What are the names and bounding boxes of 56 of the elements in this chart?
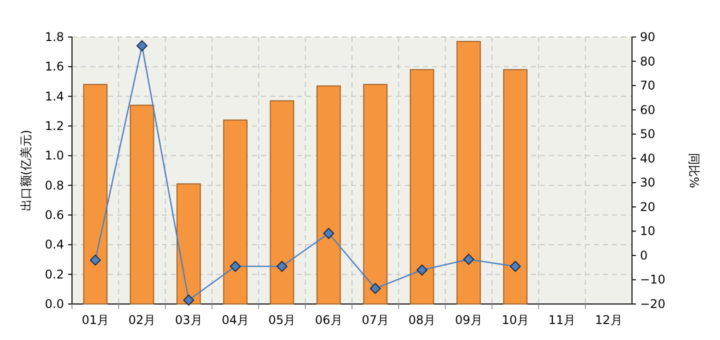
x-tick-label: 10月 [502, 313, 529, 327]
point [370, 282, 381, 294]
y2-axis-title: 同比% [687, 152, 701, 188]
y-axis-title: 出口额(亿美元) [19, 130, 33, 212]
x-tick-label: 08月 [408, 313, 436, 327]
bar [130, 104, 154, 304]
y2-tick-label: 80 [640, 54, 656, 68]
y2-tick-label: 60 [640, 102, 656, 117]
point [90, 254, 101, 266]
y2-tick-label: −20 [640, 297, 666, 311]
y-tick-label: 0.2 [44, 267, 64, 282]
y-tick-label: 1.6 [44, 60, 64, 74]
bar [270, 100, 294, 304]
bar [83, 84, 108, 304]
y2-tick-label: 70 [640, 78, 656, 93]
x-tick-label: 07月 [362, 313, 389, 327]
y-tick-label: 0.6 [44, 208, 64, 222]
point [510, 260, 521, 272]
point [323, 228, 334, 239]
point [416, 264, 428, 276]
y2-tick-label: 50 [640, 127, 656, 142]
x-tick-label: 05月 [268, 313, 296, 327]
y2-tick-label: 30 [640, 176, 656, 190]
y-tick-label: 0.4 [44, 238, 64, 252]
bar [410, 69, 434, 304]
point [276, 260, 288, 272]
bar [223, 120, 248, 304]
x-tick-label: 02月 [128, 313, 156, 327]
x-tick-label: 04月 [222, 313, 249, 327]
bar [316, 85, 341, 304]
bar [456, 40, 481, 304]
x-tick-label: 01月 [82, 313, 109, 327]
bar [176, 183, 201, 304]
x-tick-label: 09月 [455, 313, 482, 327]
y-tick-label: 0.8 [44, 178, 64, 192]
y2-tick-label: 0 [640, 248, 648, 262]
y-tick-label: 1.8 [44, 30, 64, 44]
bar [363, 84, 388, 304]
point [136, 40, 148, 52]
x-tick-label: 12月 [595, 313, 622, 327]
point [183, 294, 194, 306]
y-tick-label: 1.0 [44, 148, 64, 163]
point [463, 254, 474, 265]
y2-tick-label: −10 [640, 272, 666, 287]
y2-tick-label: 10 [640, 224, 656, 238]
y2-tick-label: 40 [640, 151, 656, 166]
y-tick-label: 1.2 [44, 119, 64, 133]
point [230, 260, 241, 272]
y-tick-label: 1.4 [44, 89, 64, 104]
x-tick-label: 06月 [315, 313, 342, 327]
bar [503, 69, 528, 304]
y2-tick-label: 90 [640, 30, 656, 44]
y2-tick-label: 20 [640, 200, 656, 214]
y-tick-label: 0.0 [44, 297, 64, 311]
x-tick-label: 03月 [175, 313, 202, 327]
x-tick-label: 11月 [548, 313, 576, 327]
